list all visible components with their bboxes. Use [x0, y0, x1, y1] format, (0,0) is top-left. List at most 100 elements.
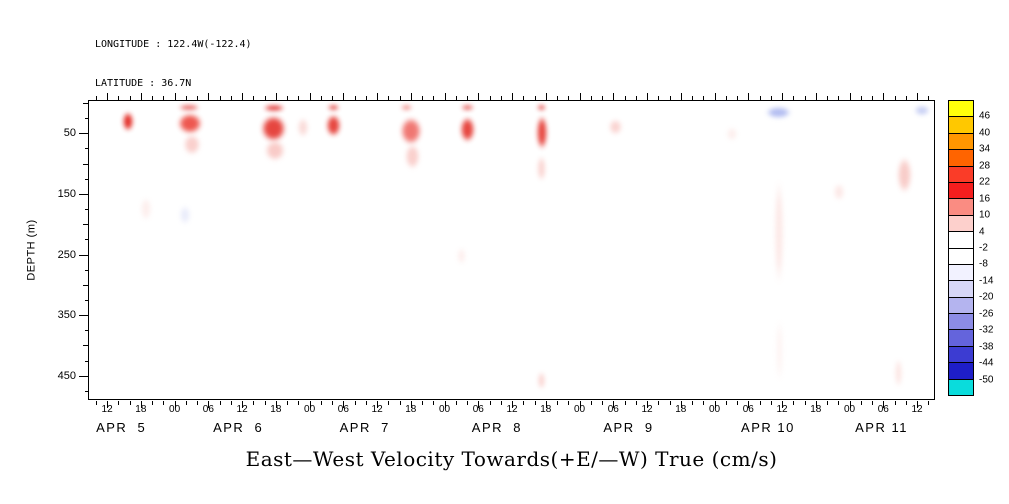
x-axis-tick [804, 96, 806, 100]
header-latitude: LATITUDE : 36.7N [95, 78, 192, 89]
x-axis-tick [107, 93, 109, 100]
velocity-feature [607, 117, 625, 138]
colorbar-tick-label: 28 [979, 160, 991, 172]
header-longitude: LONGITUDE : 122.4W(-122.4) [95, 39, 252, 50]
x-hour-tick-label: 12 [641, 404, 653, 415]
colorbar-labels: 46 40 34 28 22 16 10 4 -2 -8 -14 -20 -26 -32 -38 -44 -50 [979, 100, 1009, 396]
y-axis-tick [85, 360, 88, 362]
x-axis-tick [208, 401, 210, 408]
x-date-labels: APR 5 APR 6 APR 7 APR 8 APR 9 APR 10 APR 11 [88, 420, 935, 436]
x-axis-tick [815, 401, 817, 408]
x-axis-tick [287, 401, 289, 405]
x-axis-tick [140, 401, 142, 408]
colorbar-tick-label: -50 [979, 374, 994, 386]
x-axis-tick [377, 93, 379, 100]
x-axis-tick [545, 93, 547, 100]
x-axis-tick [129, 401, 131, 405]
x-axis-tick [557, 96, 559, 100]
y-axis-tick [79, 375, 88, 377]
x-axis-tick [298, 96, 300, 100]
x-axis-tick [264, 96, 266, 100]
x-hour-tick-label: 06 [337, 404, 349, 415]
y-axis-tick [85, 269, 88, 271]
x-axis-tick [568, 96, 570, 100]
x-date-label: APR 10 [741, 420, 795, 435]
x-axis-tick [849, 93, 851, 100]
velocity-feature [120, 108, 135, 135]
x-axis-tick [118, 401, 120, 405]
x-axis-tick [883, 93, 885, 100]
x-axis-tick [354, 96, 356, 100]
x-axis-tick [917, 93, 918, 100]
x-axis-tick [185, 96, 187, 100]
colorbar-segment [949, 297, 973, 315]
x-axis-tick [872, 401, 873, 405]
y-axis-tick [83, 163, 88, 165]
x-axis-tick [309, 93, 311, 100]
x-date-label: APR 6 [213, 420, 264, 435]
x-axis-tick [714, 93, 716, 100]
velocity-feature [175, 104, 204, 112]
y-axis-tick [83, 284, 88, 286]
x-axis-tick [590, 401, 592, 405]
x-axis-tick [275, 93, 277, 100]
x-axis-tick [714, 401, 716, 408]
x-axis-tick [793, 96, 795, 100]
x-axis-tick [658, 401, 660, 405]
y-axis-tick [85, 330, 88, 332]
x-axis-tick [410, 93, 412, 100]
chart-title: East—West Velocity Towards(+E/—W) True (… [245, 447, 778, 471]
x-axis-tick [399, 96, 401, 100]
x-date-label: APR 9 [603, 420, 654, 435]
y-axis-tick [79, 254, 88, 256]
x-axis-tick [725, 401, 727, 405]
x-axis-tick [140, 93, 142, 100]
velocity-feature [537, 368, 546, 392]
velocity-feature [402, 140, 423, 174]
colorbar-segment [949, 346, 973, 364]
x-hour-tick-label: 12 [371, 404, 383, 415]
x-axis-tick [782, 93, 784, 100]
x-axis-tick [365, 401, 367, 405]
x-axis-tick [860, 401, 862, 405]
x-hour-tick-label: 06 [202, 404, 214, 415]
x-axis-tick [489, 96, 491, 100]
x-axis-tick [647, 401, 649, 408]
x-axis-tick [680, 93, 682, 100]
velocity-feature [536, 152, 547, 186]
y-axis-ticks [79, 100, 88, 400]
velocity-feature [895, 150, 914, 200]
x-axis-tick [872, 96, 873, 100]
x-axis-tick [332, 401, 334, 405]
x-hour-tick-label: 18 [810, 404, 822, 415]
x-axis-tick [174, 401, 176, 408]
colorbar-segment [949, 150, 973, 167]
colorbar [948, 100, 974, 396]
x-axis-tick [512, 93, 514, 100]
x-axis-tick [534, 401, 536, 405]
x-axis-tick [332, 96, 334, 100]
y-tick-label: 250 [57, 248, 76, 261]
x-axis-tick [95, 401, 97, 405]
x-axis-tick [748, 401, 750, 408]
x-axis-tick [230, 96, 232, 100]
y-axis-tick [85, 209, 88, 211]
x-axis-tick [399, 401, 401, 405]
x-hour-tick-label: 18 [270, 404, 282, 415]
x-axis-tick [129, 96, 131, 100]
x-axis-tick [467, 96, 469, 100]
x-hour-tick-label: 18 [540, 404, 552, 415]
x-axis-tick [793, 401, 795, 405]
velocity-feature [455, 245, 468, 267]
colorbar-tick-label: -44 [979, 357, 994, 369]
colorbar-tick-label: 40 [979, 127, 991, 139]
x-axis-tick [523, 401, 525, 405]
x-axis-tick [860, 96, 862, 100]
x-hour-tick-label: 06 [472, 404, 484, 415]
x-axis-tick [557, 401, 559, 405]
x-axis-tick [827, 401, 829, 405]
x-axis-tick [422, 401, 424, 405]
velocity-feature [535, 104, 547, 112]
x-axis-tick [365, 96, 367, 100]
